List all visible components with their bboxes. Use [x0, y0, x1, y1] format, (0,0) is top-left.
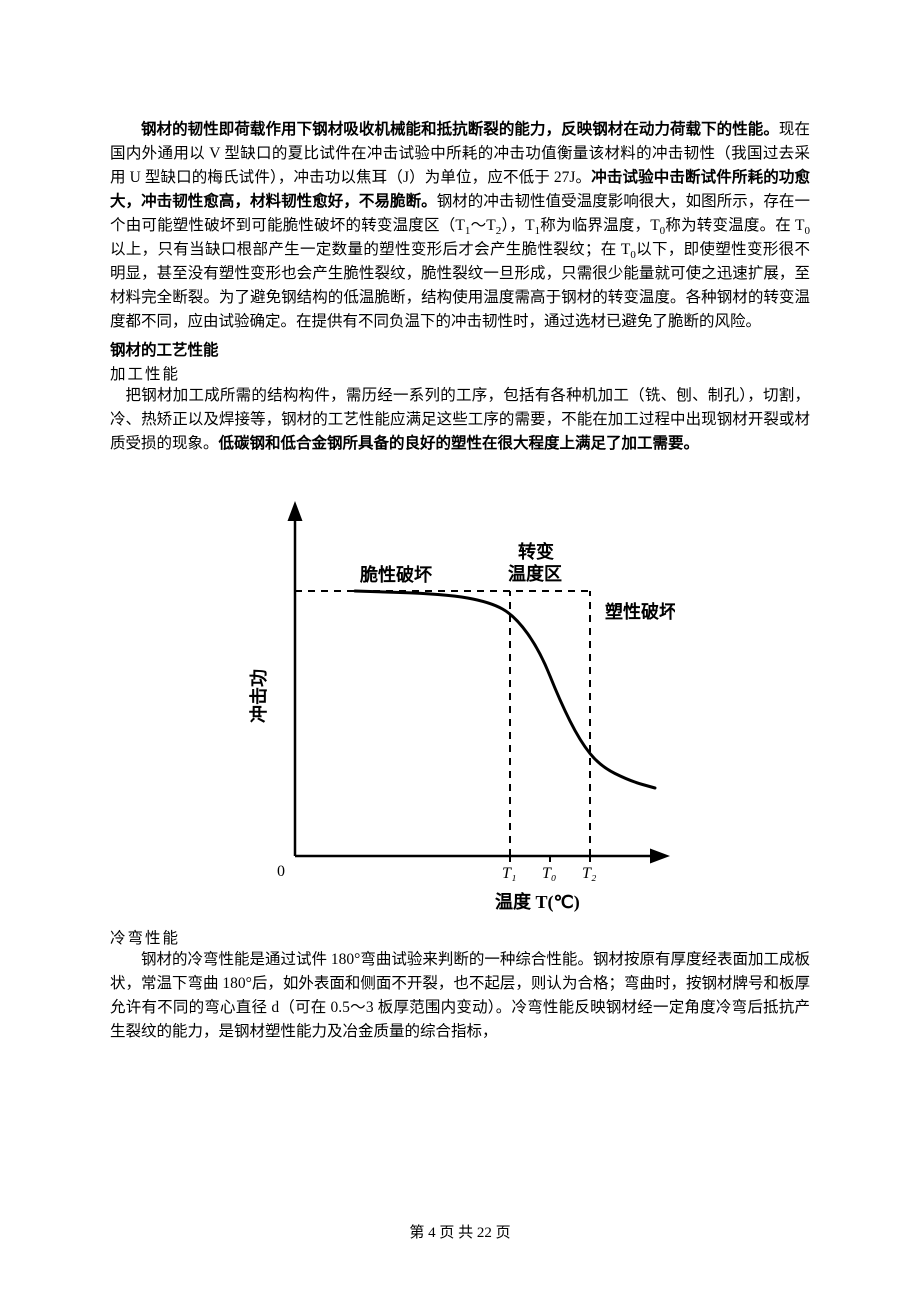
p2-bold: 低碳钢和低合金钢所具备的良好的塑性在很大程度上满足了加工需要。 [219, 435, 700, 452]
footer-page: 4 [428, 1225, 436, 1241]
p1-b3: 称为转变温度。在 T [665, 217, 804, 234]
subheading-processing: 加工性能 [110, 362, 810, 384]
page-footer: 第 4 页 共 22 页 [0, 1221, 920, 1242]
section-title-process: 钢材的工艺性能 [110, 338, 810, 360]
subheading-cold-bending: 冷弯性能 [110, 926, 810, 948]
svg-text:0: 0 [277, 863, 285, 880]
footer-prefix: 第 [409, 1225, 428, 1241]
paragraph-2: 把钢材加工成所需的结构构件，需历经一系列的工序，包括有各种机加工（铣、刨、制孔）… [110, 384, 810, 456]
paragraph-3: 钢材的冷弯性能是通过试件 180°弯曲试验来判断的一种综合性能。钢材按原有厚度经… [110, 948, 810, 1044]
p1-bold-lead: 钢材的韧性即荷载作用下钢材吸收机械能和抵抗断裂的能力，反映钢材在动力荷载下的性能… [141, 121, 779, 138]
svg-text:塑性破坏: 塑性破坏 [605, 601, 675, 622]
p1-b4: 以上，只有当缺口根部产生一定数量的塑性变形后才会产生脆性裂纹；在 T [110, 241, 630, 258]
sub-1: 1 [465, 225, 471, 237]
sub-2: 2 [496, 225, 502, 237]
svg-text:T₂: T₂ [582, 865, 597, 882]
transition-temperature-chart: 0 T₁ T₀ T₂ 脆性破坏 转变温度区塑性破坏冲击功温度 T(℃) [245, 496, 675, 916]
footer-suffix: 页 [492, 1225, 511, 1241]
p1-b2: 称为临界温度，T [540, 217, 660, 234]
svg-text:T₀: T₀ [542, 865, 556, 882]
svg-text:T₁: T₁ [502, 865, 516, 882]
svg-text:温度 T(℃): 温度 T(℃) [495, 891, 580, 913]
chart-svg: 0 T₁ T₀ T₂ 脆性破坏 转变温度区塑性破坏冲击功温度 T(℃) [245, 496, 675, 916]
paragraph-1: 钢材的韧性即荷载作用下钢材吸收机械能和抵抗断裂的能力，反映钢材在动力荷载下的性能… [110, 118, 810, 334]
footer-mid: 页 共 [436, 1225, 477, 1241]
svg-text:脆性破坏: 脆性破坏 [359, 564, 432, 585]
document-page: 钢材的韧性即荷载作用下钢材吸收机械能和抵抗断裂的能力，反映钢材在动力荷载下的性能… [0, 0, 920, 1302]
svg-text:温度区: 温度区 [508, 563, 562, 584]
svg-text:转变: 转变 [518, 541, 554, 562]
svg-text:冲击功: 冲击功 [248, 669, 269, 723]
sub-0b: 0 [805, 225, 811, 237]
footer-total: 22 [477, 1225, 492, 1241]
